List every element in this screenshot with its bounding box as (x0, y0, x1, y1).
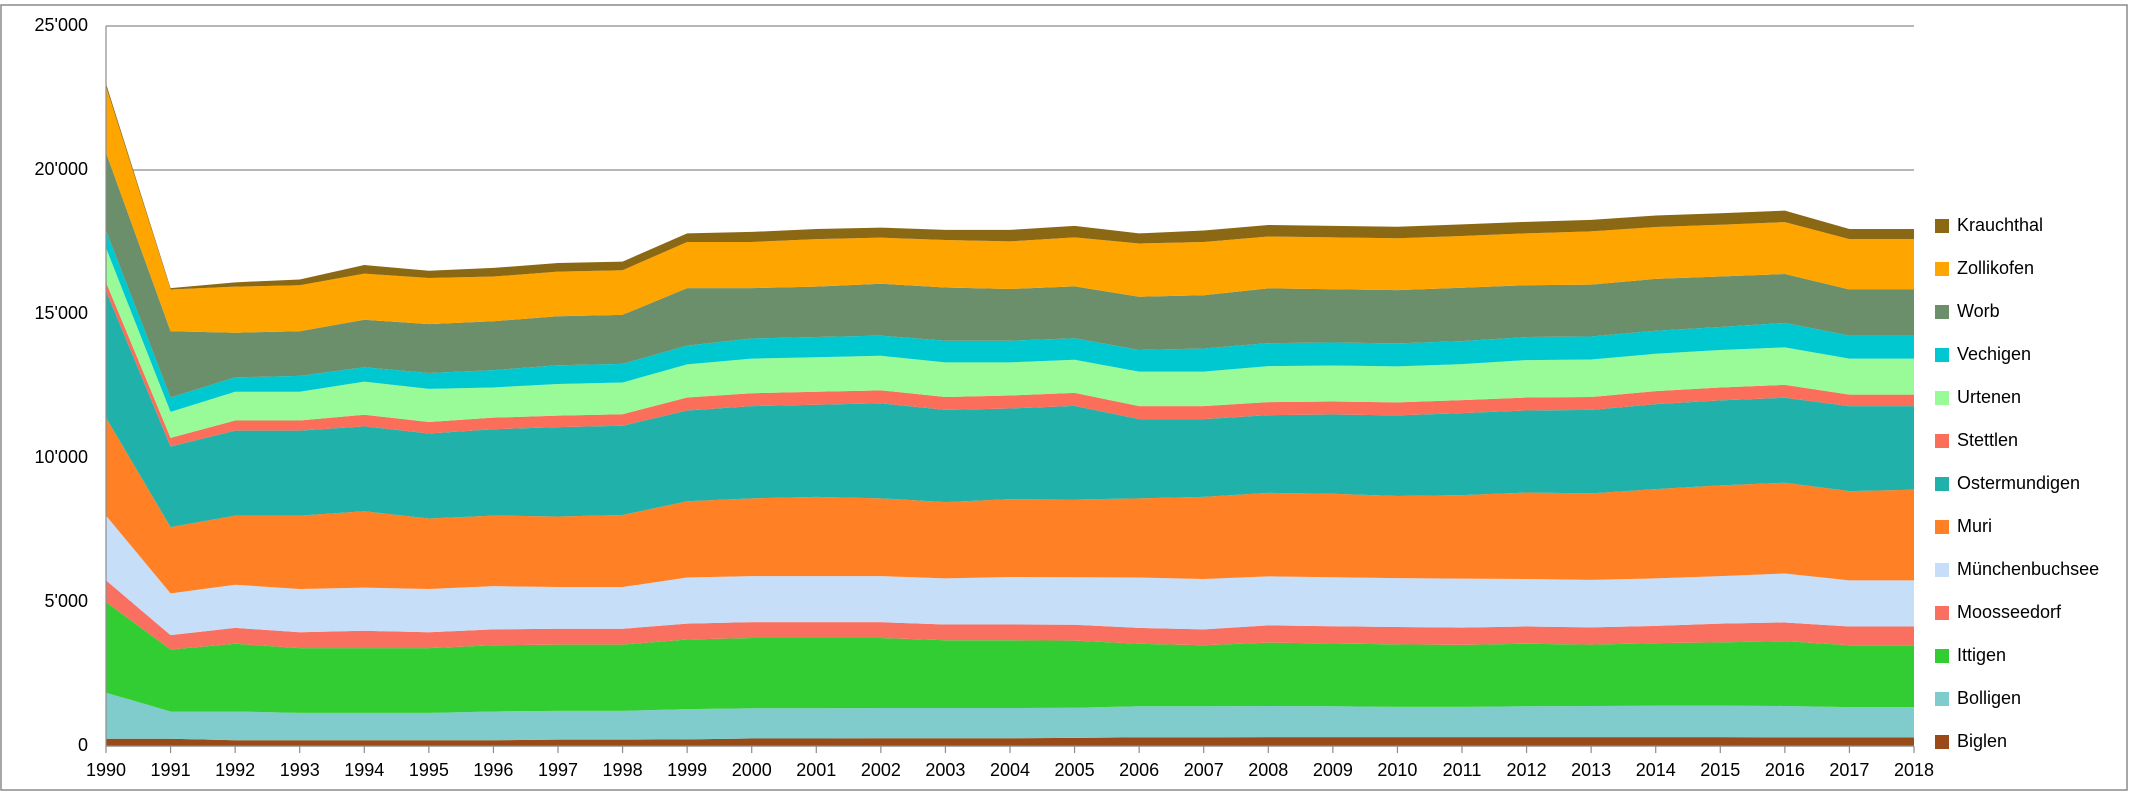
legend-swatch (1935, 649, 1949, 663)
legend-label: Biglen (1957, 731, 2007, 751)
legend-swatch (1935, 262, 1949, 276)
x-tick-label: 2005 (1055, 760, 1095, 780)
x-tick-label: 1992 (215, 760, 255, 780)
x-tick-label: 2015 (1700, 760, 1740, 780)
legend-swatch (1935, 606, 1949, 620)
area (106, 515, 1914, 636)
legend-label: Urtenen (1957, 387, 2021, 407)
legend-label: Krauchthal (1957, 215, 2043, 235)
legend-swatch (1935, 219, 1949, 233)
legend-label: Zollikofen (1957, 258, 2034, 278)
legend-label: Vechigen (1957, 344, 2031, 364)
legend-label: Ostermundigen (1957, 473, 2080, 493)
x-tick-label: 1991 (151, 760, 191, 780)
area (106, 580, 1914, 650)
legend-label: Münchenbuchsee (1957, 559, 2099, 579)
legend-swatch (1935, 692, 1949, 706)
area (106, 602, 1914, 713)
legend-swatch (1935, 563, 1949, 577)
legend-label: Worb (1957, 301, 2000, 321)
x-tick-label: 2014 (1636, 760, 1676, 780)
area (106, 86, 1914, 333)
y-tick-label: 5'000 (45, 591, 88, 611)
y-tick-label: 15'000 (35, 303, 89, 323)
x-tick-label: 1998 (603, 760, 643, 780)
x-tick-label: 1996 (473, 760, 513, 780)
x-tick-label: 2002 (861, 760, 901, 780)
legend-swatch (1935, 305, 1949, 319)
legend-swatch (1935, 391, 1949, 405)
legend-swatch (1935, 520, 1949, 534)
x-tick-label: 2016 (1765, 760, 1805, 780)
area (106, 247, 1914, 438)
legend-label: Stettlen (1957, 430, 2018, 450)
x-tick-label: 2012 (1507, 760, 1547, 780)
x-tick-label: 2007 (1184, 760, 1224, 780)
area (106, 152, 1914, 398)
x-tick-label: 1990 (86, 760, 126, 780)
legend-label: Bolligen (1957, 688, 2021, 708)
x-tick-label: 2009 (1313, 760, 1353, 780)
x-tick-label: 2000 (732, 760, 772, 780)
x-tick-label: 1997 (538, 760, 578, 780)
area (106, 417, 1914, 594)
legend-label: Muri (1957, 516, 1992, 536)
legend-swatch (1935, 735, 1949, 749)
area (106, 737, 1914, 746)
x-tick-label: 2006 (1119, 760, 1159, 780)
y-tick-label: 25'000 (35, 15, 89, 35)
x-tick-label: 2008 (1248, 760, 1288, 780)
legend-label: Ittigen (1957, 645, 2006, 665)
x-tick-label: 2018 (1894, 760, 1934, 780)
area (106, 282, 1914, 447)
x-tick-label: 2004 (990, 760, 1030, 780)
area (106, 290, 1914, 528)
legend-label: Moosseedorf (1957, 602, 2062, 622)
area (106, 692, 1914, 741)
legend-swatch (1935, 434, 1949, 448)
x-tick-label: 2013 (1571, 760, 1611, 780)
legend-swatch (1935, 477, 1949, 491)
legend-swatch (1935, 348, 1949, 362)
x-tick-label: 1995 (409, 760, 449, 780)
x-tick-label: 2011 (1443, 760, 1482, 780)
x-tick-label: 1993 (280, 760, 320, 780)
x-tick-label: 2003 (925, 760, 965, 780)
x-tick-label: 2010 (1377, 760, 1417, 780)
x-tick-label: 2017 (1829, 760, 1869, 780)
x-tick-label: 1994 (344, 760, 384, 780)
y-tick-label: 0 (78, 735, 88, 755)
x-tick-label: 1999 (667, 760, 707, 780)
x-tick-label: 2001 (796, 760, 836, 780)
y-tick-label: 20'000 (35, 159, 89, 179)
y-tick-label: 10'000 (35, 447, 89, 467)
area (106, 230, 1914, 412)
